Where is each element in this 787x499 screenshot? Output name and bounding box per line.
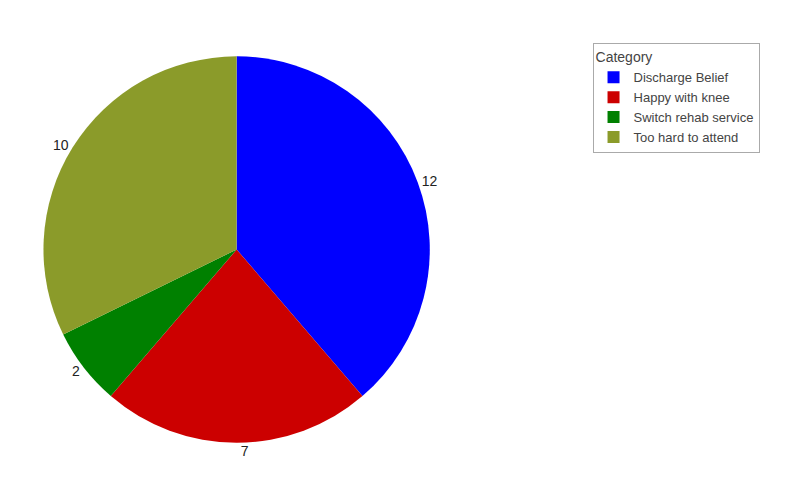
svg-text:10: 10 (53, 137, 69, 153)
svg-text:12: 12 (422, 173, 438, 189)
svg-text:Happy with knee: Happy with knee (634, 90, 730, 105)
svg-text:2: 2 (72, 363, 80, 379)
svg-text:Switch rehab service: Switch rehab service (634, 110, 754, 125)
svg-text:Too hard to attend: Too hard to attend (634, 130, 739, 145)
svg-text:Discharge Belief: Discharge Belief (634, 70, 729, 85)
svg-text:7: 7 (241, 443, 249, 459)
svg-text:Category: Category (596, 49, 653, 65)
